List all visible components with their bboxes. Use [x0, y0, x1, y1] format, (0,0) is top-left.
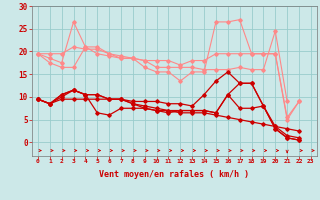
X-axis label: Vent moyen/en rafales ( km/h ): Vent moyen/en rafales ( km/h ) — [100, 170, 249, 179]
